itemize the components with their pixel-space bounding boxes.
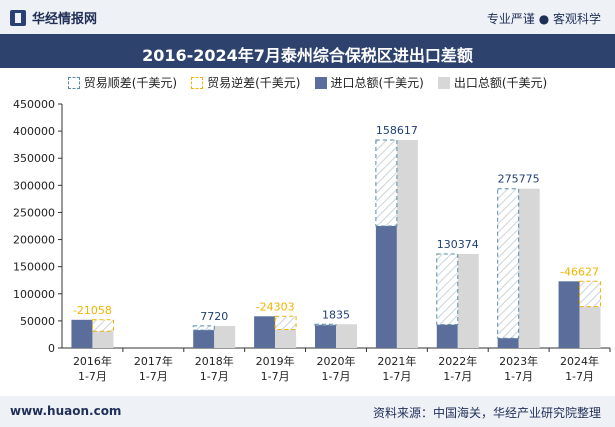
balance-label: 7720 bbox=[200, 310, 228, 323]
legend-label-surplus: 贸易顺差(千美元) bbox=[83, 76, 178, 90]
y-tick-label: 350000 bbox=[13, 152, 55, 165]
x-tick-label: 2019年 bbox=[256, 354, 295, 368]
footer-website: www.huaon.com bbox=[10, 404, 122, 418]
export-bar bbox=[336, 324, 357, 348]
balance-label: 1835 bbox=[322, 308, 350, 321]
surplus-box bbox=[314, 323, 337, 326]
surplus-box bbox=[436, 253, 459, 326]
brand-name: 华经情报网 bbox=[32, 12, 98, 27]
import-bar bbox=[558, 281, 580, 348]
x-tick-label: 1-7月 bbox=[261, 370, 290, 383]
tagline: 专业严谨 ● 客观科学 bbox=[486, 12, 601, 26]
x-tick-label: 2020年 bbox=[317, 354, 356, 368]
legend-item-surplus: 贸易顺差(千美元) bbox=[67, 74, 178, 91]
import-bar bbox=[497, 338, 519, 348]
legend-label-import: 进口总额(千美元) bbox=[330, 76, 424, 90]
y-tick-label: 200000 bbox=[13, 234, 55, 247]
import-bar bbox=[71, 319, 93, 348]
surplus-box bbox=[375, 139, 398, 227]
x-tick-label: 2024年 bbox=[560, 354, 599, 368]
legend-swatch-import bbox=[314, 76, 327, 89]
x-tick-label: 2017年 bbox=[134, 354, 173, 368]
legend-item-deficit: 贸易逆差(千美元) bbox=[191, 74, 301, 91]
export-bar bbox=[457, 253, 479, 348]
legend-label-deficit: 贸易逆差(千美元) bbox=[207, 76, 301, 90]
y-tick-label: 250000 bbox=[13, 206, 55, 219]
x-tick-label: 1-7月 bbox=[443, 370, 472, 383]
x-tick-label: 2018年 bbox=[195, 354, 234, 368]
x-tick-label: 1-7月 bbox=[139, 370, 168, 383]
x-tick-label: 1-7月 bbox=[504, 370, 533, 383]
footer-bar bbox=[0, 396, 615, 427]
brand-logo: 华经情报网 bbox=[10, 8, 97, 27]
balance-label: -21058 bbox=[73, 304, 112, 317]
balance-label: -46627 bbox=[560, 265, 599, 278]
top-bar bbox=[0, 0, 615, 34]
y-tick-label: 300000 bbox=[13, 179, 55, 192]
balance-label: 275775 bbox=[498, 173, 540, 186]
export-bar bbox=[92, 331, 114, 348]
deficit-box bbox=[274, 315, 297, 330]
chart-title: 2016-2024年7月泰州综合保税区进出口差额 bbox=[142, 46, 473, 65]
x-tick-label: 2021年 bbox=[377, 354, 416, 368]
deficit-box bbox=[91, 319, 114, 332]
legend-swatch-export bbox=[437, 76, 450, 89]
legend-item-export: 出口总额(千美元) bbox=[437, 74, 548, 91]
import-bar bbox=[436, 324, 458, 348]
x-tick-label: 2016年 bbox=[73, 354, 112, 368]
import-bar bbox=[315, 325, 336, 348]
title-bar bbox=[0, 34, 615, 68]
chart-legend: 贸易顺差(千美元) 贸易逆差(千美元) 进口总额(千美元) 出口总额(千美元) bbox=[0, 74, 615, 91]
deficit-box bbox=[579, 280, 602, 308]
export-bar bbox=[214, 325, 236, 348]
export-bar bbox=[396, 140, 418, 348]
y-tick-label: 100000 bbox=[13, 288, 55, 301]
x-tick-label: 1-7月 bbox=[382, 370, 411, 383]
import-bar bbox=[193, 330, 215, 348]
y-tick-label: 50000 bbox=[20, 315, 55, 328]
bar-chart: 0 50000 100000 150000 200000 250000 300000 3500… bbox=[13, 98, 611, 383]
legend-item-import: 进口总额(千美元) bbox=[314, 74, 424, 91]
x-tick-label: 1-7月 bbox=[78, 370, 107, 383]
surplus-box bbox=[497, 188, 520, 339]
import-bar bbox=[254, 316, 276, 348]
brand-logo-icon bbox=[10, 9, 26, 26]
x-tick-label: 2023年 bbox=[499, 354, 538, 368]
import-bar bbox=[375, 226, 397, 348]
balance-label: 158617 bbox=[376, 124, 418, 137]
x-tick-label: 1-7月 bbox=[322, 370, 351, 383]
export-bar bbox=[275, 329, 297, 348]
y-tick-label: 450000 bbox=[13, 98, 55, 111]
surplus-box bbox=[192, 325, 215, 331]
export-bar bbox=[579, 306, 601, 348]
y-tick-label: 0 bbox=[48, 342, 55, 355]
x-tick-label: 1-7月 bbox=[565, 370, 594, 383]
footer-source: 资料来源：中国海关，华经产业研究院整理 bbox=[372, 406, 601, 420]
legend-swatch-deficit bbox=[191, 76, 204, 89]
y-tick-label: 400000 bbox=[13, 125, 55, 138]
legend-swatch-surplus bbox=[67, 76, 80, 89]
export-bar bbox=[518, 188, 540, 348]
legend-label-export: 出口总额(千美元) bbox=[453, 76, 548, 90]
y-tick-label: 150000 bbox=[13, 261, 55, 274]
x-tick-label: 2022年 bbox=[438, 354, 477, 368]
balance-label: 130374 bbox=[437, 238, 479, 251]
balance-label: -24303 bbox=[256, 300, 295, 313]
x-tick-label: 1-7月 bbox=[200, 370, 229, 383]
